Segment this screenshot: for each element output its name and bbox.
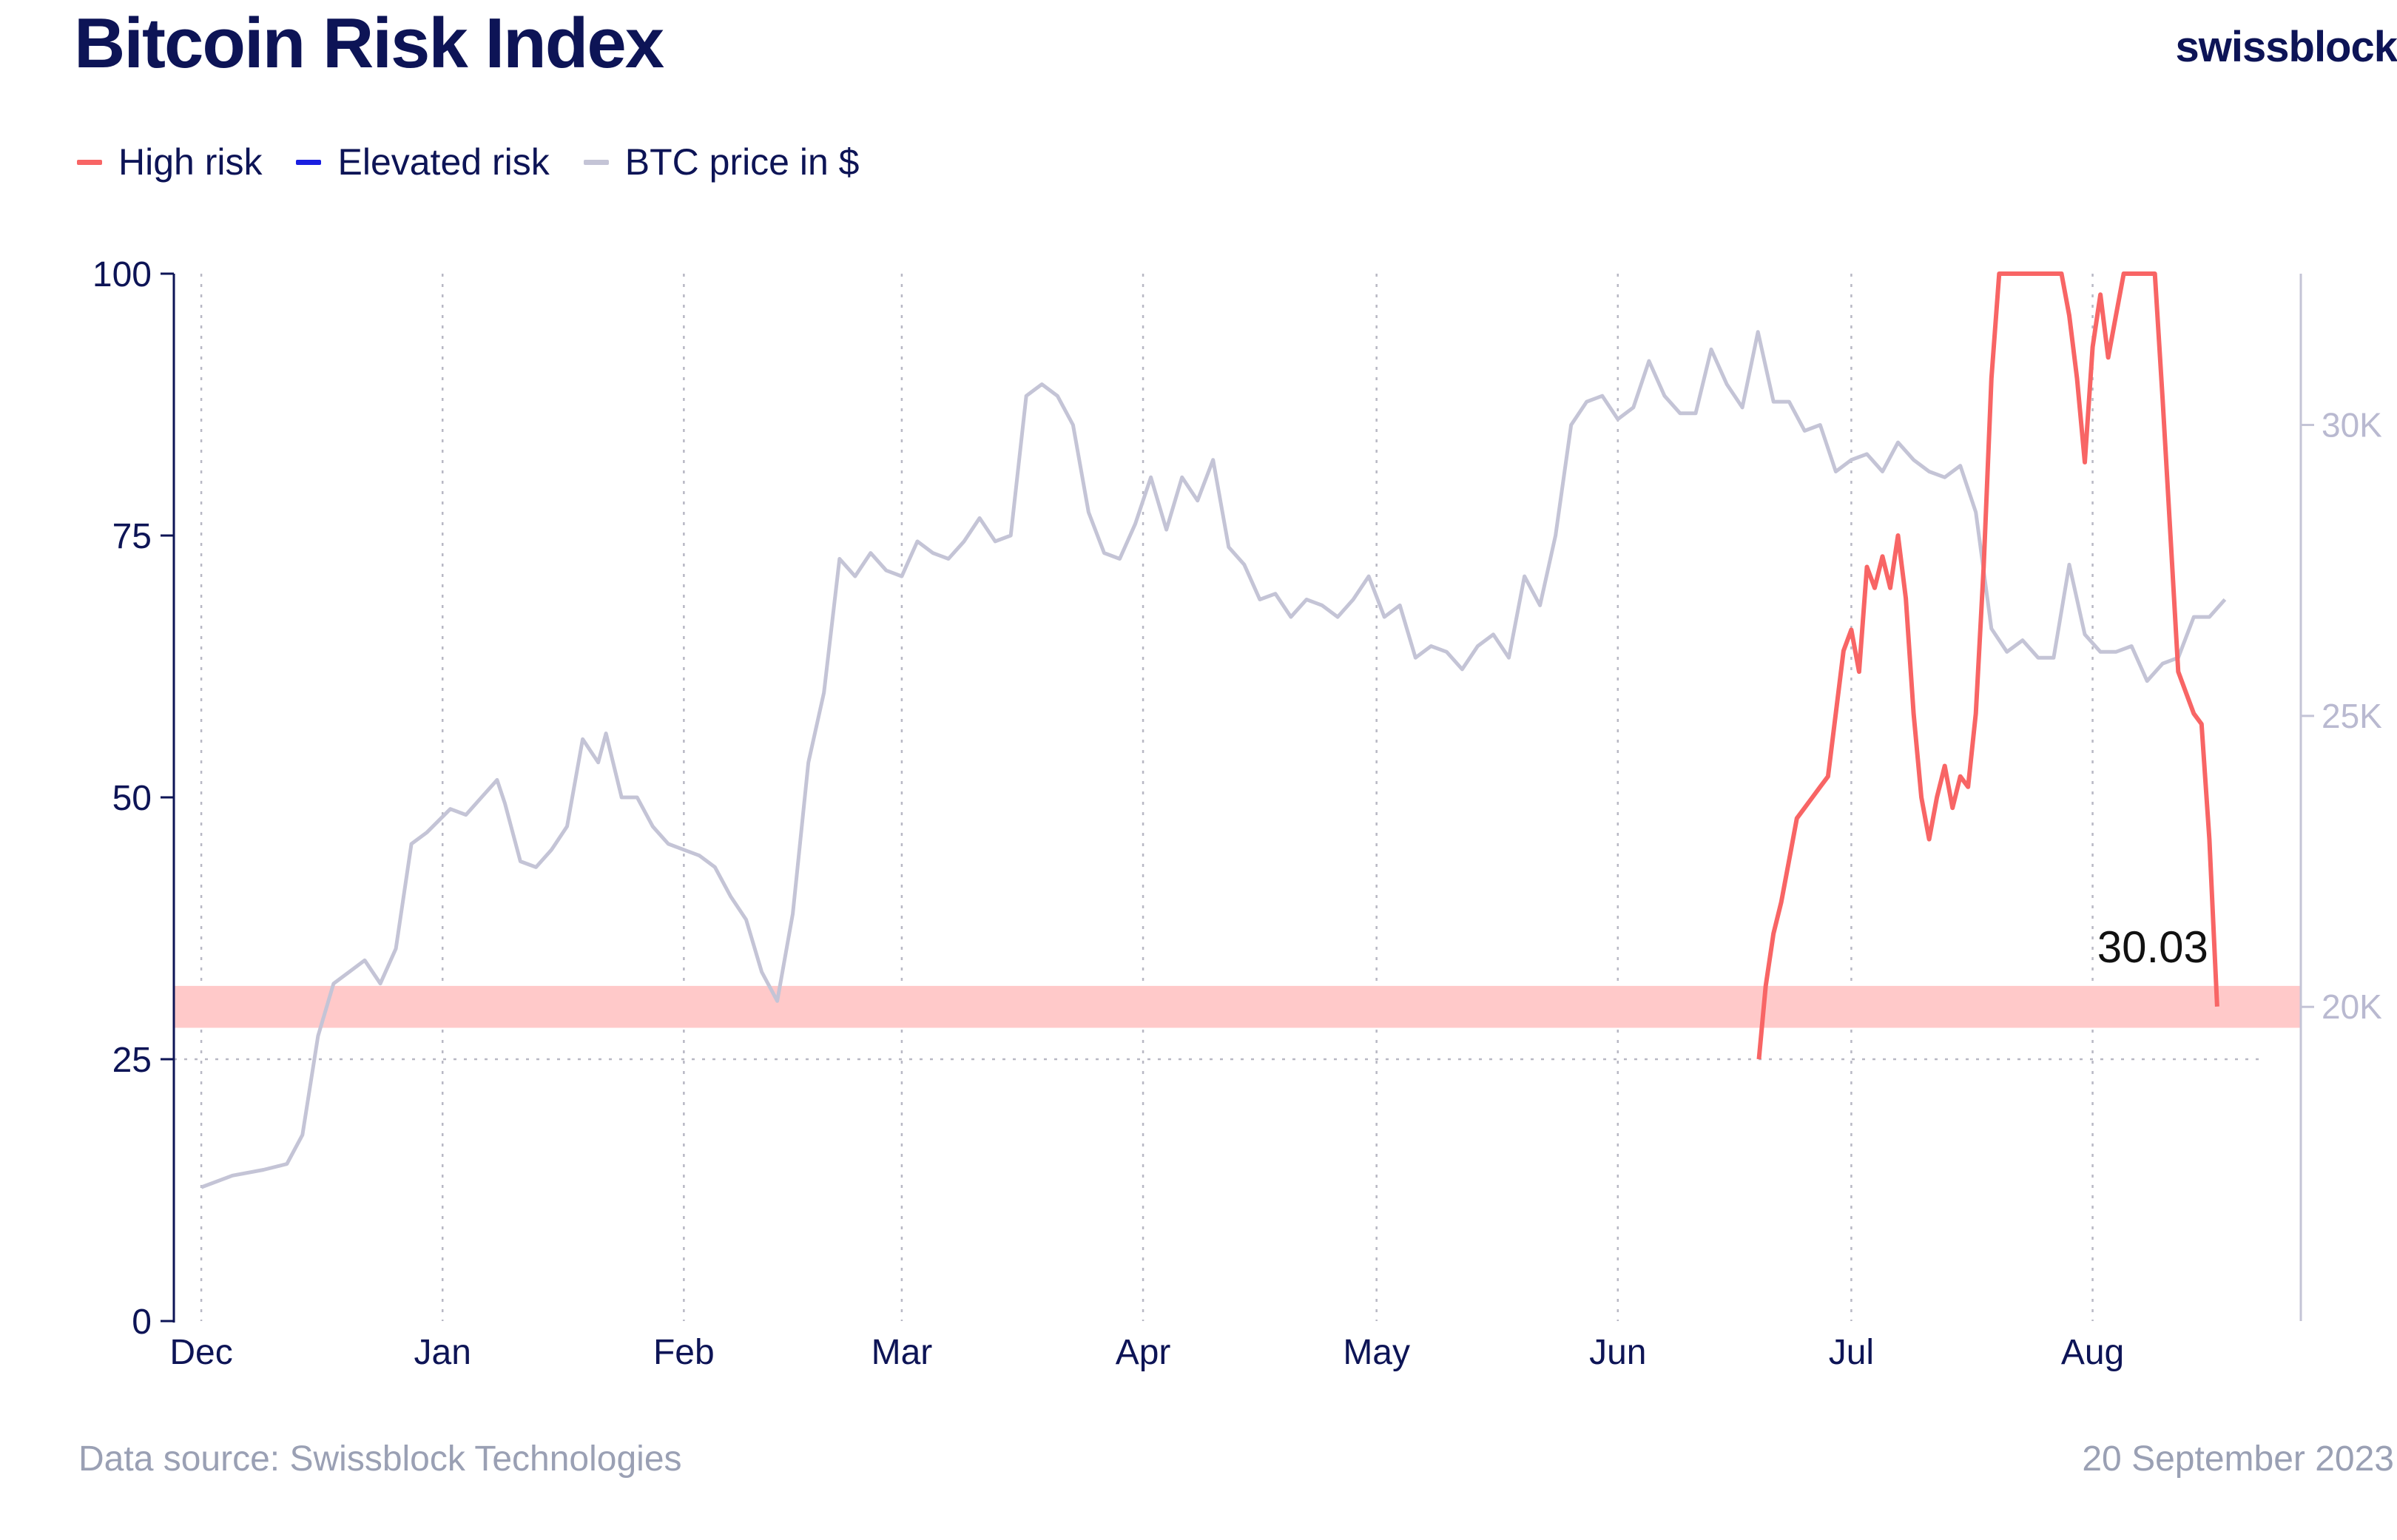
y-right-tick-label-25K: 25K xyxy=(2322,697,2382,735)
highlight-band-layer xyxy=(174,985,2301,1028)
legend-item-high-risk: High risk xyxy=(77,141,262,183)
data-source-note: Data source: Swissblock Technologies xyxy=(78,1439,682,1479)
btc-price-layer xyxy=(200,330,2227,1189)
legend-label-btc-price: BTC price in $ xyxy=(624,141,860,183)
y-left-tick-label-25: 25 xyxy=(112,1041,152,1080)
x-tick-label-jul: Jul xyxy=(1829,1333,1874,1372)
chart-title: Bitcoin Risk Index xyxy=(74,4,664,83)
legend-label-elevated-risk: Elevated risk xyxy=(337,141,550,183)
x-tick-label-feb: Feb xyxy=(653,1333,715,1372)
y-left-tick-label-50: 50 xyxy=(112,779,152,818)
y-left-tick-label-75: 75 xyxy=(112,517,152,556)
x-tick-label-mar: Mar xyxy=(872,1333,933,1372)
legend-item-elevated-risk: Elevated risk xyxy=(296,141,550,183)
x-tick-label-aug: Aug xyxy=(2061,1333,2124,1372)
latest-value-label: 30.03 xyxy=(2097,922,2208,972)
btc-price-line xyxy=(200,330,2227,1189)
legend-swatch-btc-price xyxy=(583,159,609,165)
legend-swatch-elevated-risk xyxy=(296,159,322,165)
tick-label-layer: Dec Jan Feb Mar Apr May Jun Jul Aug 0 25 50 75 100 20K… xyxy=(92,255,2382,1372)
risk-line-layer xyxy=(1756,271,2219,1060)
y-right-tick-label-20K: 20K xyxy=(2322,987,2382,1026)
legend-swatch-high-risk xyxy=(77,159,102,165)
x-tick-label-jan: Jan xyxy=(414,1333,471,1372)
y-left-tick-label-0: 0 xyxy=(132,1303,152,1342)
y-left-tick-label-100: 100 xyxy=(92,255,152,294)
publication-date: 20 September 2023 xyxy=(2082,1439,2394,1479)
chart-legend: High risk Elevated risk BTC price in $ xyxy=(77,141,894,183)
x-tick-label-apr: Apr xyxy=(1116,1333,1171,1372)
y-right-tick-label-30K: 30K xyxy=(2322,406,2382,445)
x-tick-label-jun: Jun xyxy=(1589,1333,1646,1372)
legend-item-btc-price: BTC price in $ xyxy=(583,141,860,183)
high-risk-segment xyxy=(1756,271,2219,1060)
legend-label-high-risk: High risk xyxy=(118,141,263,183)
risk-highlight-band xyxy=(174,985,2301,1028)
x-tick-label-may: May xyxy=(1343,1333,1410,1372)
brand-logo: swissblock xyxy=(2175,23,2397,71)
x-tick-label-dec: Dec xyxy=(169,1333,232,1372)
axis-layer xyxy=(161,272,2314,1323)
grid-layer xyxy=(174,274,2264,1321)
